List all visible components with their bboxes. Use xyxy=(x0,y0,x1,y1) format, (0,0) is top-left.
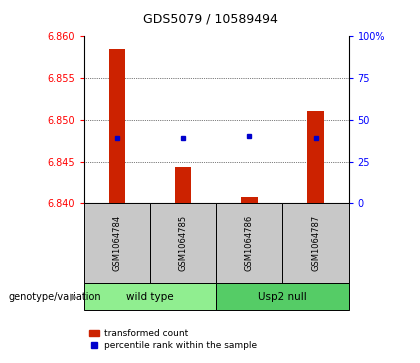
Text: GDS5079 / 10589494: GDS5079 / 10589494 xyxy=(142,13,278,26)
Text: GSM1064785: GSM1064785 xyxy=(179,215,188,271)
Bar xyxy=(109,49,125,203)
Bar xyxy=(307,111,324,203)
Text: GSM1064784: GSM1064784 xyxy=(113,215,121,271)
Text: genotype/variation: genotype/variation xyxy=(8,292,101,302)
Bar xyxy=(241,197,257,203)
Legend: transformed count, percentile rank within the sample: transformed count, percentile rank withi… xyxy=(89,329,257,350)
Text: GSM1064787: GSM1064787 xyxy=(311,215,320,271)
Text: ▶: ▶ xyxy=(70,292,77,302)
Text: wild type: wild type xyxy=(126,292,174,302)
Bar xyxy=(175,167,192,203)
Text: GSM1064786: GSM1064786 xyxy=(245,215,254,271)
Text: Usp2 null: Usp2 null xyxy=(258,292,307,302)
